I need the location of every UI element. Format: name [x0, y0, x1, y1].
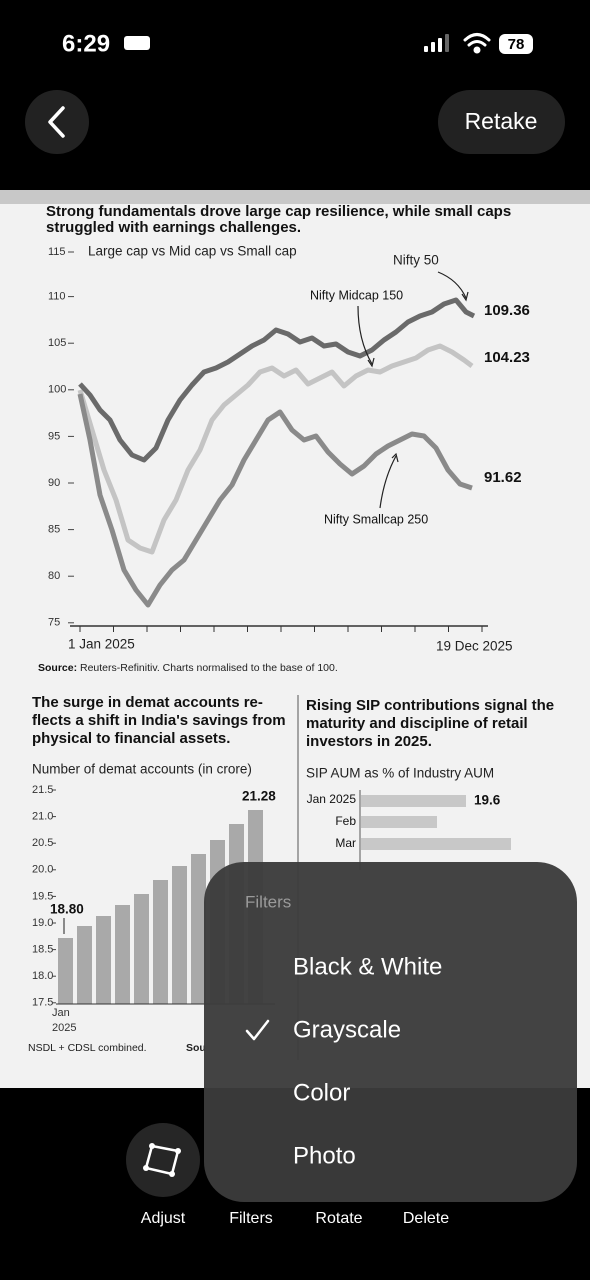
y-tick-label: 100: [48, 384, 66, 396]
main-subtitle: Large cap vs Mid cap vs Small cap: [88, 244, 297, 259]
demat-title-line: flects a shift in India's savings from: [32, 712, 286, 729]
menu-option[interactable]: Black & White: [293, 953, 442, 980]
filter-menu: Filters Black & White Grayscale Color Photo: [204, 862, 577, 1202]
demat-title-line: physical to financial assets.: [32, 730, 230, 747]
callout-arrows: [357, 271, 469, 509]
menu-option[interactable]: Photo: [293, 1142, 356, 1169]
battery-icon: [499, 34, 533, 54]
toolbar-label[interactable]: Filters: [229, 1210, 273, 1227]
y-tick-label: 110: [48, 291, 66, 303]
adjust-button[interactable]: [126, 1123, 200, 1197]
end-value: 91.62: [484, 469, 522, 486]
menu-header: Filters: [245, 892, 291, 911]
y-tick-label: 19.0: [32, 917, 53, 929]
demat-x-label: 2025: [52, 1022, 76, 1034]
series-label: Nifty 50: [393, 253, 439, 268]
main-title-line: struggled with earnings challenges.: [46, 219, 301, 236]
x-ticks: [79, 626, 483, 632]
series-label: Nifty Midcap 150: [310, 288, 403, 302]
demat-source: Sou: [186, 1042, 206, 1054]
y-tick-label: 85: [48, 524, 60, 536]
toolbar-label[interactable]: Adjust: [141, 1210, 186, 1227]
smallcap-line: [77, 393, 473, 608]
y-tick-label: 75: [48, 617, 60, 629]
source-text: Reuters-Refinitiv. Charts normalised to …: [80, 662, 338, 674]
y-tick-label: 105: [48, 337, 66, 349]
y-tick-label: 115: [48, 246, 66, 258]
retake-button[interactable]: Retake: [438, 90, 565, 154]
sip-subtitle: SIP AUM as % of Industry AUM: [306, 766, 494, 781]
y-tick-label: 80: [48, 570, 60, 582]
y-tick-label: 18.5: [32, 944, 53, 956]
sip-first-value: 19.6: [474, 793, 501, 808]
y-tick-label: 20.5: [32, 837, 53, 849]
end-value: 104.23: [484, 349, 530, 366]
sip-bars: [361, 795, 511, 850]
sip-title-line: investors in 2025.: [306, 733, 432, 750]
menu-option[interactable]: Grayscale: [293, 1016, 401, 1043]
y-tick-label: 20.0: [32, 864, 53, 876]
demat-first-value: 18.80: [50, 902, 84, 917]
y-tick-label: 17.5: [32, 997, 53, 1009]
demat-y-axis: 21.5 21.0 20.5 20.0 19.5 19.0 18.5 18.0 17.5: [32, 784, 56, 1009]
x-label: 1 Jan 2025: [68, 637, 135, 652]
y-tick-label: 90: [48, 477, 60, 489]
sip-category: Jan 2025: [307, 792, 357, 806]
y-tick-label: 18.0: [32, 970, 53, 982]
demat-note: NSDL + CDSL combined.: [28, 1042, 147, 1054]
midcap-line: [77, 343, 474, 555]
signal-icon: [424, 34, 449, 52]
y-tick-label: 21.0: [32, 811, 53, 823]
main-y-axis: 115 110 105 100 95 90 85 80 75: [48, 246, 74, 629]
sip-category: Mar: [335, 836, 356, 850]
sip-title-line: maturity and discipline of retail: [306, 715, 528, 732]
source-label: Source:: [38, 662, 77, 674]
end-value: 109.36: [484, 302, 530, 319]
battery-level: 78: [508, 36, 525, 53]
nifty50-line: [78, 297, 476, 463]
toolbar-label[interactable]: Rotate: [315, 1210, 362, 1227]
clock: 6:29: [62, 30, 110, 57]
demat-subtitle: Number of demat accounts (in crore): [32, 762, 252, 777]
sleep-icon: [124, 36, 150, 50]
selected-check: [245, 1019, 270, 1041]
y-tick-label: 95: [48, 430, 60, 442]
toolbar-label[interactable]: Delete: [403, 1210, 449, 1227]
y-tick-label: 21.5: [32, 784, 53, 796]
retake-label: Retake: [465, 108, 538, 134]
demat-x-label: Jan: [52, 1007, 70, 1019]
menu-panel: [204, 862, 577, 1202]
menu-option[interactable]: Color: [293, 1079, 350, 1106]
scan-edge: [0, 190, 590, 204]
sip-title-line: Rising SIP contributions signal the: [306, 697, 554, 714]
demat-last-value: 21.28: [242, 789, 276, 804]
back-button[interactable]: [25, 90, 89, 154]
main-title-line: Strong fundamentals drove large cap resi…: [46, 203, 511, 220]
y-tick-label: 19.5: [32, 890, 53, 902]
x-label: 19 Dec 2025: [436, 639, 513, 654]
demat-title-line: The surge in demat accounts re-: [32, 694, 263, 711]
series-label: Nifty Smallcap 250: [324, 512, 428, 526]
wifi-icon: [463, 33, 491, 54]
sip-category: Feb: [335, 814, 356, 828]
